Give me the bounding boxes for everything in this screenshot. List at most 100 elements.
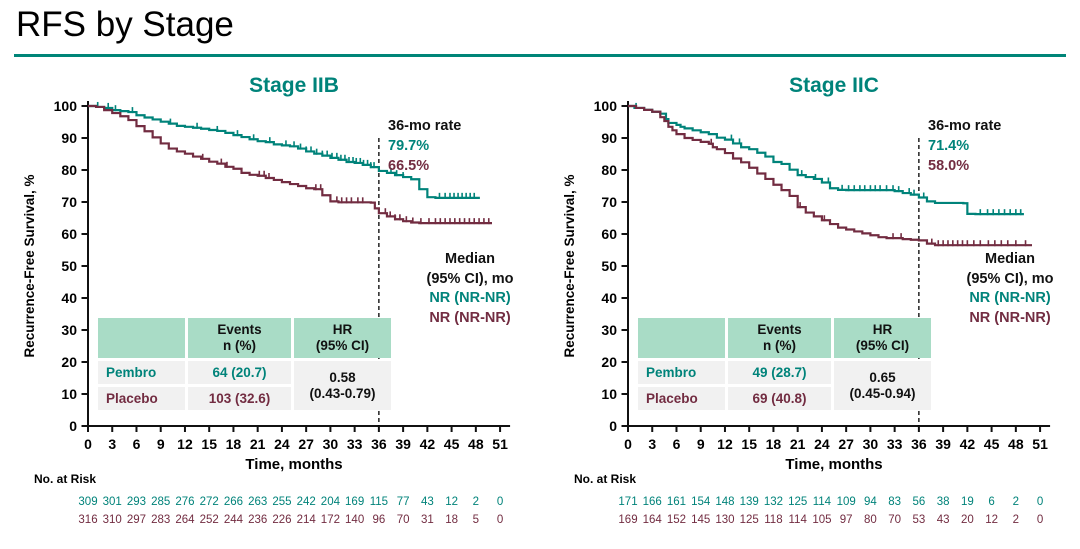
svg-text:70: 70 bbox=[601, 194, 617, 210]
svg-text:12: 12 bbox=[177, 436, 193, 452]
table-row-pembro-label: Pembro bbox=[98, 361, 185, 384]
svg-text:51: 51 bbox=[1032, 436, 1048, 452]
svg-text:204: 204 bbox=[321, 496, 341, 508]
table-hr-line2: (0.43-0.79) bbox=[309, 385, 376, 401]
svg-text:15: 15 bbox=[741, 436, 757, 452]
svg-text:255: 255 bbox=[272, 496, 291, 508]
table-header-hr-line2: (95% CI) bbox=[855, 338, 910, 353]
rate-label: 36-mo rate bbox=[928, 118, 1002, 134]
svg-text:43: 43 bbox=[937, 514, 950, 526]
svg-text:226: 226 bbox=[272, 514, 291, 526]
svg-text:50: 50 bbox=[601, 258, 617, 274]
no-at-risk-label: No. at Risk bbox=[34, 472, 97, 486]
svg-text:118: 118 bbox=[764, 514, 782, 526]
svg-text:214: 214 bbox=[297, 514, 317, 526]
svg-text:316: 316 bbox=[78, 514, 97, 526]
svg-text:242: 242 bbox=[297, 496, 316, 508]
no-at-risk-label: No. at Risk bbox=[574, 472, 637, 486]
svg-text:9: 9 bbox=[697, 436, 705, 452]
svg-text:43: 43 bbox=[421, 496, 434, 508]
svg-text:30: 30 bbox=[601, 322, 617, 338]
svg-text:10: 10 bbox=[601, 386, 617, 402]
table-row-placebo-label: Placebo bbox=[98, 387, 185, 410]
rate-value-placebo: 58.0% bbox=[928, 158, 970, 174]
median-value-pembro: NR (NR-NR) bbox=[969, 290, 1051, 306]
svg-text:42: 42 bbox=[420, 436, 436, 452]
chart-title: Stage IIC bbox=[789, 74, 879, 97]
svg-text:40: 40 bbox=[61, 290, 77, 306]
svg-text:97: 97 bbox=[840, 514, 853, 526]
rate-value-pembro: 71.4% bbox=[928, 138, 970, 154]
svg-text:310: 310 bbox=[103, 514, 122, 526]
svg-text:0: 0 bbox=[624, 436, 632, 452]
median-value-pembro: NR (NR-NR) bbox=[429, 290, 511, 306]
svg-text:10: 10 bbox=[61, 386, 77, 402]
svg-text:166: 166 bbox=[643, 496, 662, 508]
table-row-placebo-label: Placebo bbox=[638, 387, 725, 410]
svg-text:70: 70 bbox=[397, 514, 410, 526]
svg-text:172: 172 bbox=[321, 514, 340, 526]
svg-text:0: 0 bbox=[609, 418, 617, 434]
chart-panel-stage-iic: Stage IIC 0 10 20 30 40 50 60 70 80 90 100 0 3 6 9 12 15… bbox=[540, 60, 1080, 549]
svg-text:125: 125 bbox=[788, 496, 807, 508]
svg-text:Recurrence-Free Survival, %: Recurrence-Free Survival, % bbox=[562, 174, 577, 357]
svg-text:36: 36 bbox=[371, 436, 387, 452]
svg-text:0: 0 bbox=[497, 514, 503, 526]
table-hr-line1: 0.58 bbox=[329, 369, 356, 385]
svg-text:48: 48 bbox=[468, 436, 484, 452]
svg-text:24: 24 bbox=[814, 436, 830, 452]
svg-text:31: 31 bbox=[421, 514, 434, 526]
svg-text:60: 60 bbox=[61, 226, 77, 242]
table-row-pembro-events: 64 (20.7) bbox=[188, 361, 291, 384]
median-title-line1: Median bbox=[445, 251, 495, 267]
svg-text:90: 90 bbox=[61, 130, 77, 146]
svg-text:90: 90 bbox=[601, 130, 617, 146]
svg-text:30: 30 bbox=[61, 322, 77, 338]
svg-text:140: 140 bbox=[345, 514, 364, 526]
svg-text:164: 164 bbox=[643, 514, 663, 526]
svg-text:309: 309 bbox=[78, 496, 97, 508]
svg-text:3: 3 bbox=[648, 436, 656, 452]
svg-text:45: 45 bbox=[444, 436, 460, 452]
page-title: RFS by Stage bbox=[16, 5, 234, 44]
median-title-line2: (95% CI), mo bbox=[426, 270, 514, 287]
svg-text:15: 15 bbox=[201, 436, 217, 452]
svg-text:9: 9 bbox=[157, 436, 165, 452]
svg-text:42: 42 bbox=[960, 436, 976, 452]
svg-text:161: 161 bbox=[667, 496, 686, 508]
svg-text:6: 6 bbox=[673, 436, 681, 452]
svg-text:18: 18 bbox=[226, 436, 242, 452]
table-header-hr: HR (95% CI) bbox=[294, 318, 391, 358]
table-header-hr-line1: HR bbox=[332, 322, 353, 337]
svg-text:115: 115 bbox=[370, 496, 388, 508]
table-header-events-line1: Events bbox=[217, 322, 262, 337]
svg-text:114: 114 bbox=[813, 496, 832, 508]
svg-text:20: 20 bbox=[961, 514, 974, 526]
svg-text:169: 169 bbox=[345, 496, 364, 508]
svg-text:20: 20 bbox=[601, 354, 617, 370]
table-hr-line1: 0.65 bbox=[869, 369, 896, 385]
svg-text:12: 12 bbox=[985, 514, 998, 526]
svg-text:100: 100 bbox=[594, 98, 618, 114]
svg-text:18: 18 bbox=[766, 436, 782, 452]
svg-text:252: 252 bbox=[200, 514, 219, 526]
svg-text:301: 301 bbox=[103, 496, 122, 508]
svg-text:6: 6 bbox=[133, 436, 141, 452]
svg-text:21: 21 bbox=[790, 436, 806, 452]
svg-text:Time, months: Time, months bbox=[245, 456, 342, 473]
svg-text:276: 276 bbox=[175, 496, 194, 508]
svg-text:53: 53 bbox=[912, 514, 925, 526]
svg-text:2: 2 bbox=[1013, 496, 1019, 508]
median-title-line1: Median bbox=[985, 251, 1035, 267]
chart-panel-stage-iib: Stage IIB 0 10 20 30 40 50 60 70 80 90 100 0 3 6 9 12 15… bbox=[0, 60, 540, 549]
svg-text:70: 70 bbox=[61, 194, 77, 210]
svg-text:297: 297 bbox=[127, 514, 146, 526]
rate-annotation: 36-mo rate 71.4% 58.0% bbox=[928, 116, 1001, 176]
svg-text:30: 30 bbox=[863, 436, 879, 452]
svg-text:Time, months: Time, months bbox=[785, 456, 882, 473]
svg-text:139: 139 bbox=[740, 496, 759, 508]
svg-text:96: 96 bbox=[372, 514, 385, 526]
table-row-pembro-label: Pembro bbox=[638, 361, 725, 384]
svg-text:266: 266 bbox=[224, 496, 243, 508]
svg-text:285: 285 bbox=[151, 496, 170, 508]
